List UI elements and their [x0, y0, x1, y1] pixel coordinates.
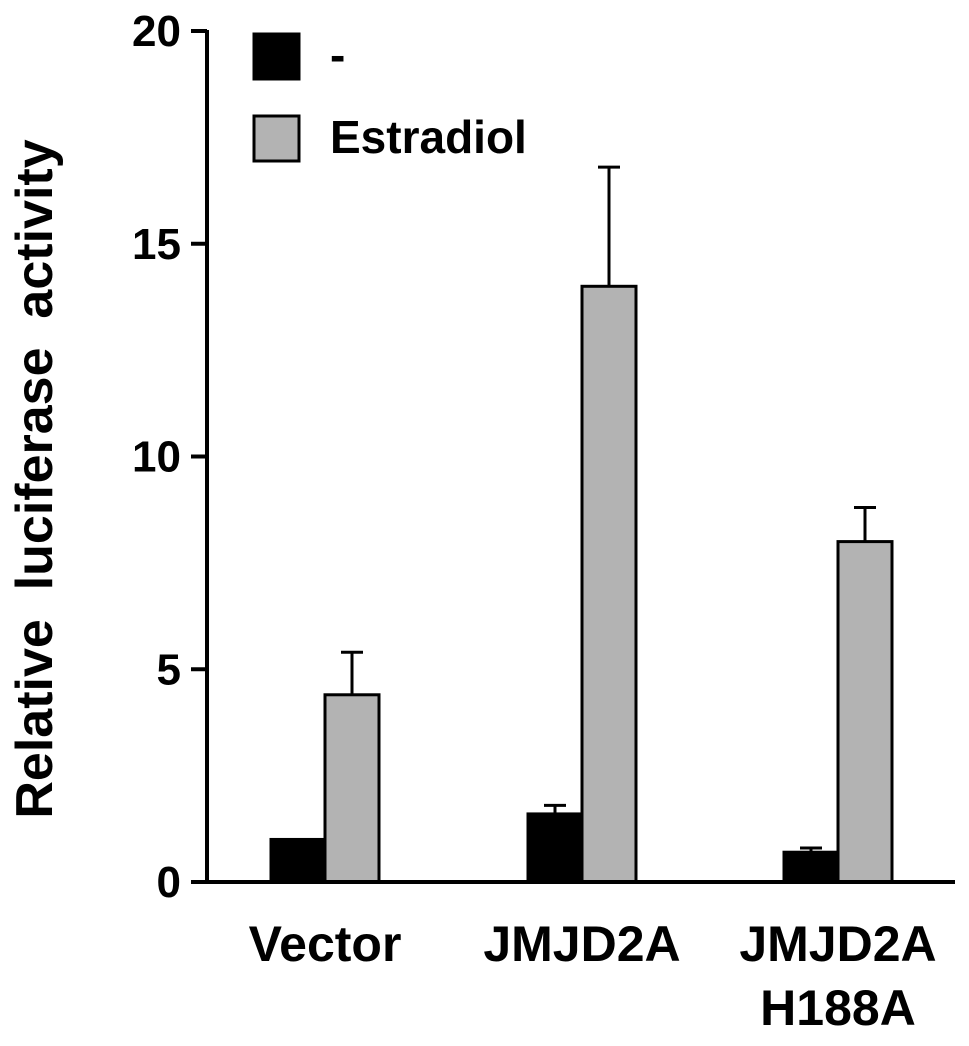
y-ticks: 0 5 10 15 20	[132, 7, 207, 907]
y-tick-label-2: 10	[132, 433, 181, 482]
legend-label-1: Estradiol	[330, 111, 527, 163]
x-tick-label-2-1: H188A	[760, 980, 916, 1036]
legend-swatch-1	[252, 114, 301, 163]
bar-0-1	[526, 812, 584, 884]
x-tick-label-0-0: Vector	[249, 916, 402, 972]
x-tick-labels: Vector JMJD2A JMJD2A H188A	[249, 916, 937, 1036]
x-tick-label-1-0: JMJD2A	[483, 916, 680, 972]
legend-label-0: -	[330, 29, 345, 81]
x-tick-label-2-0: JMJD2A	[739, 916, 936, 972]
y-tick-label-0: 0	[157, 858, 181, 907]
legend: - Estradiol	[252, 29, 527, 163]
bar-0-0	[269, 837, 327, 884]
bars	[269, 165, 894, 884]
y-tick-label-4: 20	[132, 7, 181, 56]
bar-0-2	[782, 850, 840, 884]
y-tick-label-1: 5	[157, 645, 181, 694]
bar-1-1	[580, 284, 638, 884]
bar-1-0	[323, 693, 381, 884]
bar-1-2	[836, 540, 894, 884]
y-tick-label-3: 15	[132, 220, 181, 269]
legend-swatch-0	[252, 32, 301, 81]
y-axis-label: Relative luciferase activity	[6, 139, 64, 818]
